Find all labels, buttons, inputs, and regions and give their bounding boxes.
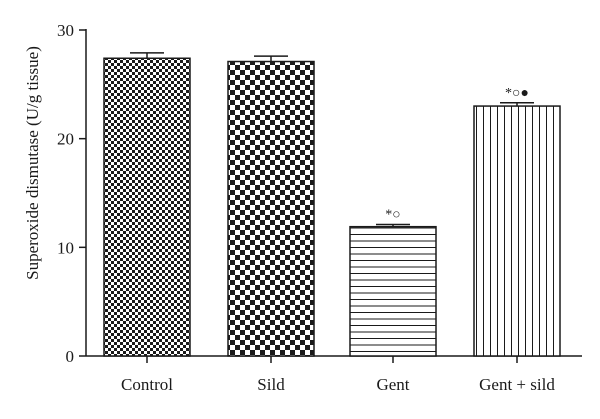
y-tick-label: 10 <box>57 238 74 257</box>
significance-markers: *○ *○● <box>385 86 529 223</box>
significance-marker: *○● <box>505 86 529 101</box>
bar <box>227 60 315 357</box>
significance-marker: *○ <box>385 208 400 223</box>
bar <box>349 225 437 357</box>
x-category-label: Gent + sild <box>479 375 555 394</box>
y-tick-label: 20 <box>57 130 74 149</box>
y-tick-label: 30 <box>57 21 74 40</box>
x-category-labels: Control Sild Gent Gent + sild <box>121 356 555 394</box>
x-category-label: Sild <box>257 375 285 394</box>
x-category-label: Control <box>121 375 173 394</box>
bars <box>103 52 561 357</box>
bar <box>103 57 191 357</box>
x-category-label: Gent <box>376 375 409 394</box>
y-axis-title: Superoxide dismutase (U/g tissue) <box>23 46 42 280</box>
y-ticks: 0 10 20 30 <box>57 21 86 366</box>
bar <box>473 105 561 357</box>
y-tick-label: 0 <box>66 347 75 366</box>
